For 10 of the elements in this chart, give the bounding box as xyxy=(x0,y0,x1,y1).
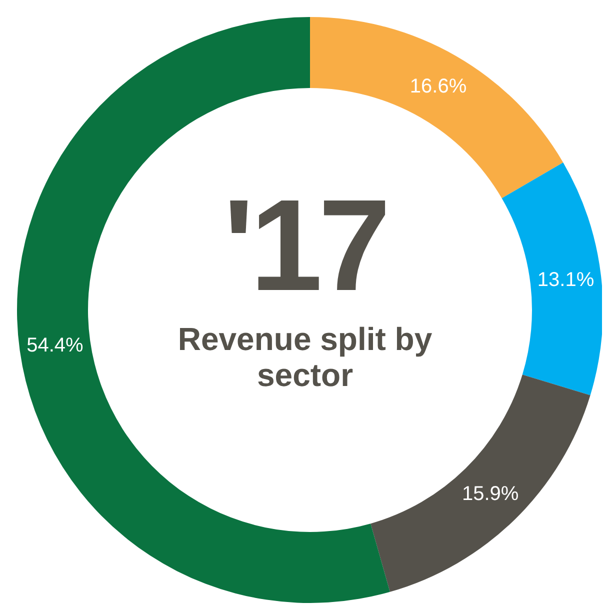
data-label: 16.6% xyxy=(410,76,467,98)
donut-slice xyxy=(502,162,602,396)
donut-slice xyxy=(310,17,564,198)
donut-slice xyxy=(370,374,590,592)
data-label: 54.4% xyxy=(26,334,84,356)
data-label: 13.1% xyxy=(537,269,594,292)
data-label: 15.9% xyxy=(462,482,519,505)
text: Revenue split by sector xyxy=(176,321,434,393)
donut-slice xyxy=(17,17,390,603)
text: '17 xyxy=(222,172,388,318)
